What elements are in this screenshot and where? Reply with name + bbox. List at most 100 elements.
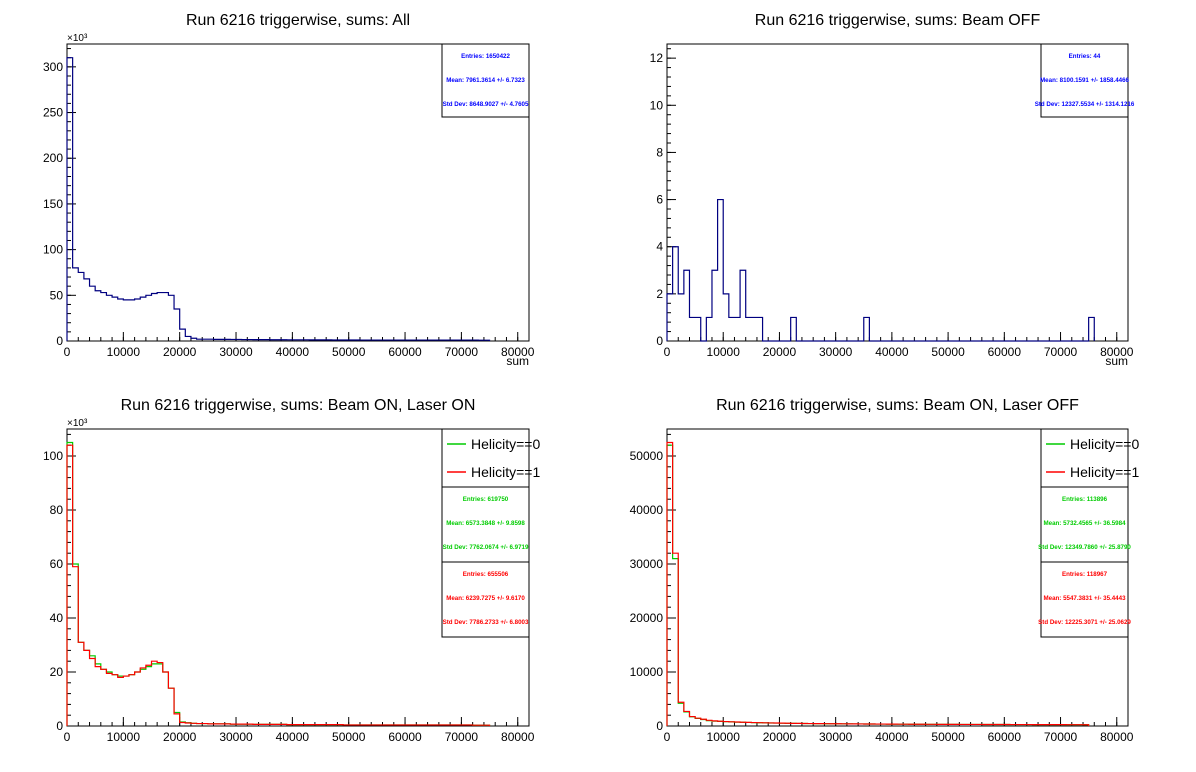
y-tick-label: 40000: [630, 503, 664, 517]
y-tick-label: 0: [56, 334, 63, 348]
chart-panel-1: 0 10000 20000 30000 40000 50000 60000 70000 8000…: [43, 33, 535, 368]
chart-4-title: Run 6216 triggerwise, sums: Beam ON, Las…: [716, 397, 1079, 414]
chart-2-title: Run 6216 triggerwise, sums: Beam OFF: [754, 12, 1041, 29]
x-tick-label: 80000: [501, 345, 535, 359]
x-tick-label: 20000: [163, 345, 197, 359]
chart-panel-2: 0 10000 20000 30000 40000 50000 60000 70000 8000…: [650, 43, 1135, 368]
stats-line: Mean: 5732.4565 +/- 36.5984: [1043, 520, 1126, 527]
legend-entry-label: Helicity==0: [471, 436, 540, 452]
legend-box: [1040, 428, 1129, 488]
stats-line: Std Dev: 7786.2733 +/- 6.8003: [443, 619, 529, 626]
stats-box-1: Entries: 44 Mean: 8100.1591 +/- 1858.4466…: [1035, 43, 1135, 118]
stats-box-frame: [441, 486, 530, 563]
y-tick-label: 40: [50, 611, 64, 625]
stats-line: Std Dev: 8648.9027 +/- 4.7605: [443, 101, 529, 108]
histogram-series-2: [66, 444, 491, 726]
x-tick-label: 10000: [707, 730, 741, 744]
stats-line: Mean: 7961.3614 +/- 6.7323: [446, 77, 525, 84]
y-tick-label: 100: [43, 243, 63, 257]
stats-box-frame: [1040, 486, 1129, 563]
x-tick-label: 0: [664, 730, 671, 744]
histogram-series-1: [666, 198, 1095, 342]
stats-box-2: Entries: 118967 Mean: 5547.3831 +/- 35.44…: [1038, 561, 1131, 638]
histogram-series-1: [666, 444, 1090, 726]
stats-line: Mean: 5547.3831 +/- 35.4443: [1043, 595, 1126, 602]
x-tick-label: 20000: [763, 345, 797, 359]
x-tick-label: 0: [64, 730, 71, 744]
y-tick-label: 0: [656, 719, 663, 733]
x-tick-label: 30000: [819, 345, 853, 359]
x-tick-label: 40000: [276, 730, 310, 744]
stats-line: Entries: 1650422: [461, 53, 510, 60]
x-tick-label: 10000: [107, 730, 141, 744]
x-tick-label: 20000: [163, 730, 197, 744]
x-tick-label: 50000: [931, 345, 965, 359]
y-tick-label: 50000: [630, 449, 664, 463]
x-tick-label: 80000: [1100, 345, 1134, 359]
x-tick-label: 50000: [332, 730, 366, 744]
y-tick-label: 300: [43, 60, 63, 74]
x-tick-label: 70000: [445, 345, 479, 359]
chart-1-title: Run 6216 triggerwise, sums: All: [185, 12, 411, 29]
y-tick-label: 8: [656, 145, 663, 159]
y-multiplier-label: ×10³: [67, 418, 88, 429]
x-tick-label: 80000: [501, 730, 535, 744]
y-multiplier-label: ×10³: [67, 33, 88, 44]
x-axis-label: sum: [1105, 354, 1128, 368]
stats-line: Entries: 44: [1069, 53, 1101, 60]
legend: Helicity==0 Helicity==1: [1040, 428, 1139, 488]
y-tick-label: 6: [656, 193, 663, 207]
x-tick-label: 40000: [875, 730, 909, 744]
y-tick-label: 250: [43, 106, 63, 120]
y-tick-label: 60: [50, 557, 64, 571]
stats-line: Entries: 118967: [1062, 571, 1108, 578]
x-tick-label: 70000: [1044, 730, 1078, 744]
x-tick-label: 0: [64, 345, 71, 359]
chart-panel-4: 0 10000 20000 30000 40000 50000 60000 70000 8000…: [630, 428, 1139, 744]
legend-box: [441, 428, 530, 488]
stats-line: Entries: 113896: [1062, 496, 1108, 503]
stats-box-2: Entries: 655506 Mean: 6239.7275 +/- 9.617…: [441, 561, 530, 638]
x-tick-label: 30000: [819, 730, 853, 744]
stats-box-frame: [1040, 43, 1129, 118]
histogram-series-2: [666, 441, 1090, 726]
x-tick-label: 10000: [107, 345, 141, 359]
x-tick-label: 60000: [388, 730, 422, 744]
stats-box-frame: [441, 561, 530, 638]
stats-line: Std Dev: 12327.5534 +/- 1314.1216: [1035, 101, 1135, 108]
stats-box-1: Entries: 619750 Mean: 6573.3848 +/- 9.859…: [441, 486, 530, 563]
chart-panel-3: 0 10000 20000 30000 40000 50000 60000 70000 8000…: [43, 418, 541, 744]
x-tick-label: 80000: [1100, 730, 1134, 744]
chart-3-title: Run 6216 triggerwise, sums: Beam ON, Las…: [120, 397, 476, 414]
stats-box-1: Entries: 113896 Mean: 5732.4565 +/- 36.59…: [1038, 486, 1131, 563]
legend-entry-label: Helicity==0: [1070, 436, 1139, 452]
stats-line: Entries: 619750: [463, 496, 509, 503]
stats-line: Std Dev: 12225.3071 +/- 25.0629: [1038, 619, 1131, 626]
stats-box-1: Entries: 1650422 Mean: 7961.3614 +/- 6.73…: [441, 43, 530, 118]
y-tick-label: 50: [50, 288, 64, 302]
y-tick-label: 20: [50, 665, 64, 679]
stats-line: Mean: 6239.7275 +/- 9.6170: [446, 595, 525, 602]
histogram-series-1: [66, 441, 491, 726]
histogram-series-1: [66, 57, 491, 341]
y-tick-label: 100: [43, 449, 63, 463]
y-tick-label: 12: [650, 51, 664, 65]
x-tick-label: 50000: [332, 345, 366, 359]
stats-box-frame: [441, 43, 530, 118]
x-axis-label: sum: [506, 354, 529, 368]
y-tick-label: 30000: [630, 557, 664, 571]
stats-line: Entries: 655506: [463, 571, 509, 578]
stats-line: Mean: 8100.1591 +/- 1858.4466: [1040, 77, 1129, 84]
y-tick-label: 200: [43, 151, 63, 165]
x-tick-label: 70000: [1044, 345, 1078, 359]
y-tick-label: 10: [650, 98, 664, 112]
x-tick-label: 50000: [931, 730, 965, 744]
x-tick-label: 60000: [388, 345, 422, 359]
stats-line: Std Dev: 7762.0674 +/- 6.9719: [443, 544, 529, 551]
x-tick-label: 30000: [219, 345, 253, 359]
x-tick-label: 60000: [988, 345, 1022, 359]
y-tick-label: 2: [656, 287, 663, 301]
y-tick-label: 0: [656, 334, 663, 348]
x-tick-label: 20000: [763, 730, 797, 744]
